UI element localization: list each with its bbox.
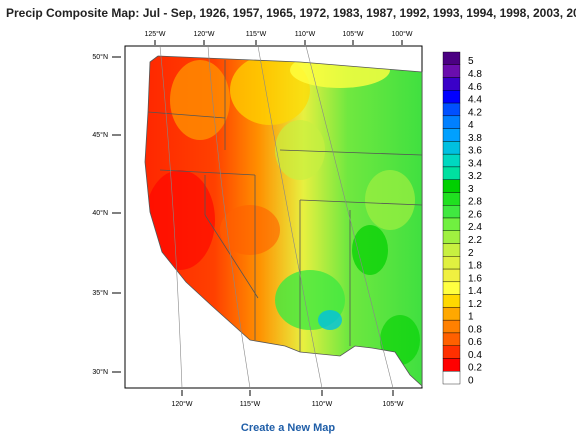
colorbar-label: 5 — [468, 56, 474, 67]
colorbar-label: 2.2 — [468, 235, 482, 246]
graticule — [159, 45, 394, 389]
lat-label: 30°N — [92, 368, 108, 376]
colorbar-label: 2.4 — [468, 222, 482, 233]
colorbar-label: 1.2 — [468, 299, 482, 310]
colorbar-swatch — [442, 90, 461, 104]
lat-label: 40°N — [92, 209, 108, 217]
map-title: Precip Composite Map: Jul - Sep, 1926, 1… — [6, 6, 576, 20]
colorbar-label: 2.8 — [468, 197, 482, 208]
colorbar-swatch — [442, 230, 461, 244]
lat-label: 35°N — [92, 289, 108, 297]
bottom-lon-label: 110°W — [312, 400, 333, 408]
colorbar-swatch — [442, 179, 461, 193]
colorbar-label: 2.6 — [468, 209, 482, 220]
colorbar-label: 4.4 — [468, 95, 482, 106]
colorbar-swatch — [442, 205, 461, 219]
bottom-lon-label: 115°W — [240, 400, 261, 408]
colorbar-swatch — [442, 371, 461, 385]
colorbar-label: 0.8 — [468, 324, 482, 335]
map-ticks: 125°W 120°W 115°W 110°W 105°W 100°W 120°W 115°W… — [92, 30, 413, 408]
colorbar-swatch — [442, 217, 461, 231]
colorbar-label: 0.6 — [468, 337, 482, 348]
colorbar-label: 0.2 — [468, 363, 482, 374]
colorbar-swatch — [442, 115, 461, 129]
colorbar-swatch — [442, 307, 461, 321]
top-lon-label: 125°W — [144, 30, 165, 38]
colorbar-label: 3.8 — [468, 133, 482, 144]
colorbar-swatch — [442, 294, 461, 308]
colorbar-swatch — [442, 64, 461, 78]
colorbar-label: 4.6 — [468, 82, 482, 93]
lat-label: 50°N — [92, 53, 108, 61]
colorbar-label: 1.4 — [468, 286, 482, 297]
top-lon-label: 105°W — [342, 30, 363, 38]
top-lon-label: 110°W — [295, 30, 316, 38]
colorbar-label: 0 — [468, 375, 474, 386]
colorbar-label: 4.8 — [468, 69, 482, 80]
create-map-link[interactable]: Create a New Map — [241, 422, 335, 434]
colorbar-swatch — [442, 51, 461, 65]
colorbar-label: 4 — [468, 120, 474, 131]
colorbar-label: 4.2 — [468, 107, 482, 118]
colorbar-swatch — [442, 141, 461, 155]
colorbar-swatch — [442, 102, 461, 117]
colorbar-swatch — [442, 345, 461, 359]
top-lon-label: 100°W — [391, 30, 412, 38]
top-lon-label: 120°W — [193, 30, 214, 38]
colorbar-label: 3 — [468, 184, 474, 195]
colorbar-label: 3.2 — [468, 171, 482, 182]
bottom-lon-label: 105°W — [382, 400, 403, 408]
colorbar-label: 3.6 — [468, 146, 482, 157]
colorbar-label: 1 — [468, 312, 474, 323]
colorbar-label: 1.6 — [468, 273, 482, 284]
colorbar-swatch — [442, 166, 461, 180]
colorbar-swatch — [442, 243, 461, 257]
colorbar-swatch — [442, 128, 461, 142]
colorbar-swatch — [442, 192, 461, 206]
lat-label: 45°N — [92, 131, 108, 139]
top-lon-label: 115°W — [246, 30, 267, 38]
colorbar-swatch — [442, 281, 461, 295]
colorbar-label: 1.8 — [468, 261, 482, 272]
bottom-lon-label: 120°W — [171, 400, 192, 408]
colorbar-swatch — [442, 268, 461, 283]
colorbar-swatch — [442, 77, 461, 91]
colorbar-label: 0.4 — [468, 350, 482, 361]
colorbar-swatch — [442, 358, 461, 372]
colorbar-swatch — [442, 319, 461, 334]
colorbar-swatch — [442, 153, 461, 168]
colorbar-swatch — [442, 256, 461, 270]
colorbar-label: 2 — [468, 248, 474, 259]
colorbar-swatch — [442, 332, 461, 346]
colorbar: 5 4.8 4.6 4.44.2 4 3.8 3.63.4 3.2 3 2.82.6 2.4 2.2 2… — [442, 51, 482, 386]
colorbar-label: 3.4 — [468, 158, 482, 169]
